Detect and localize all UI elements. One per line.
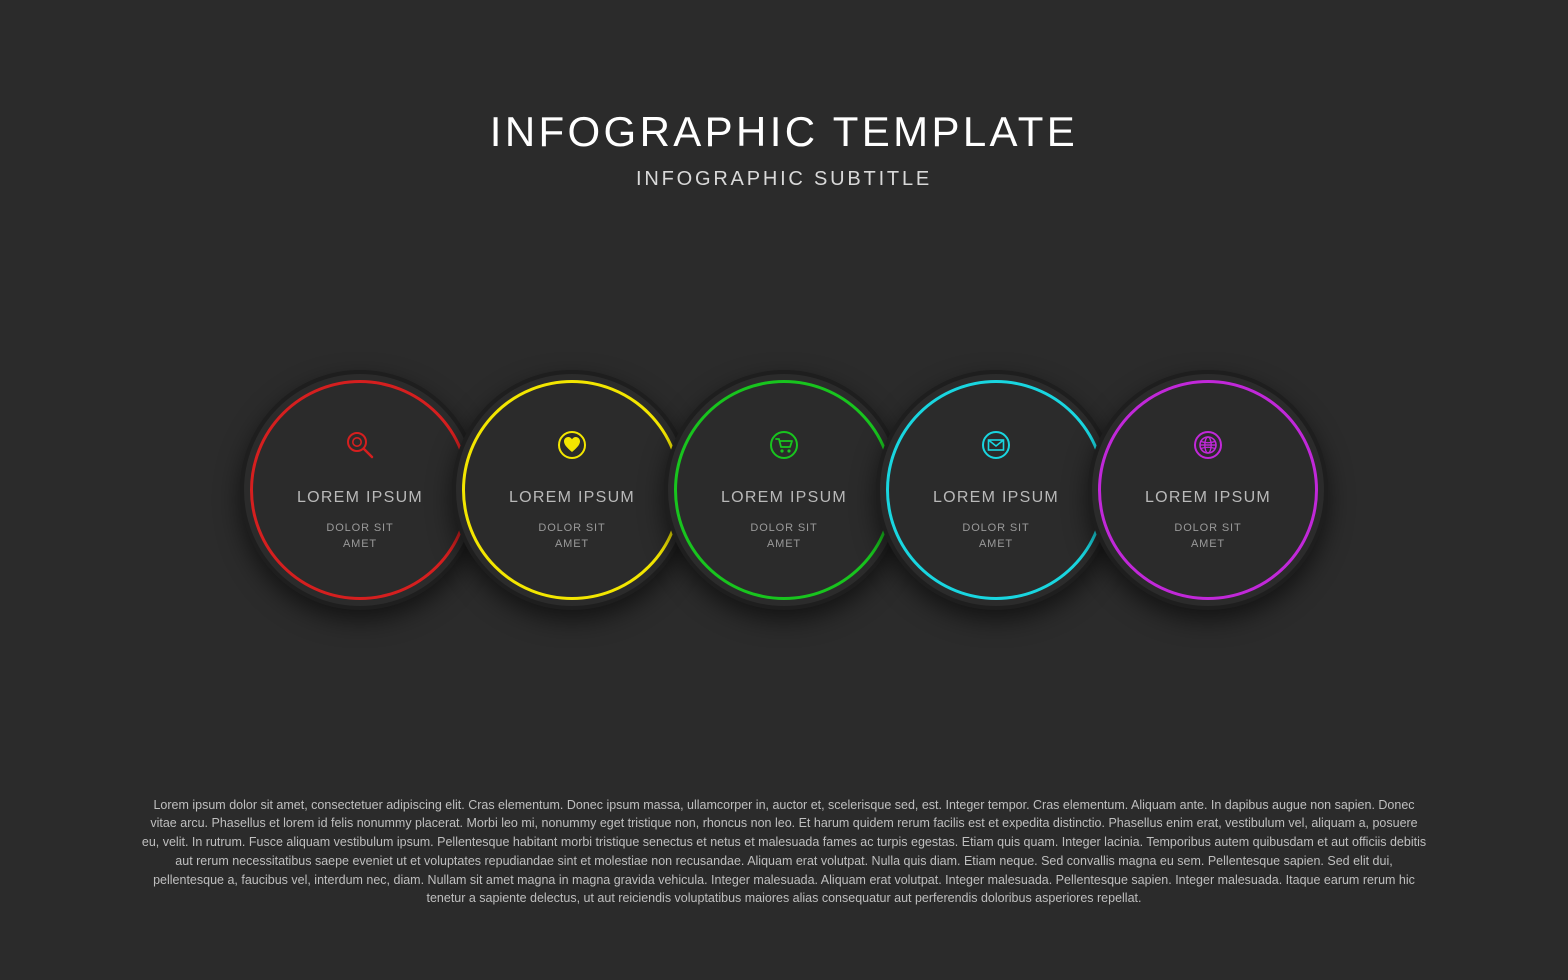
circle-content: LOREM IPSUM DOLOR SITAMET (240, 370, 480, 610)
step-circle: LOREM IPSUM DOLOR SITAMET (1088, 370, 1328, 610)
step-circle: LOREM IPSUM DOLOR SITAMET (664, 370, 904, 610)
step-sublabel: DOLOR SITAMET (1174, 521, 1241, 553)
search-icon (342, 427, 378, 463)
step-label: LOREM IPSUM (509, 489, 635, 507)
circle-content: LOREM IPSUM DOLOR SITAMET (1088, 370, 1328, 610)
mail-icon (978, 427, 1014, 463)
circle-content: LOREM IPSUM DOLOR SITAMET (664, 370, 904, 610)
step-sublabel: DOLOR SITAMET (326, 521, 393, 553)
step-sublabel: DOLOR SITAMET (962, 521, 1029, 553)
header: INFOGRAPHIC TEMPLATE INFOGRAPHIC SUBTITL… (0, 108, 1568, 191)
step-label: LOREM IPSUM (933, 489, 1059, 507)
step-sublabel: DOLOR SITAMET (750, 521, 817, 553)
circle-content: LOREM IPSUM DOLOR SITAMET (452, 370, 692, 610)
step-label: LOREM IPSUM (297, 489, 423, 507)
heart-icon (554, 427, 590, 463)
page-title: INFOGRAPHIC TEMPLATE (0, 108, 1568, 156)
step-circle: LOREM IPSUM DOLOR SITAMET (240, 370, 480, 610)
steps-row: LOREM IPSUM DOLOR SITAMET LOREM IPSUM DOLO… (0, 370, 1568, 610)
step-circle: LOREM IPSUM DOLOR SITAMET (876, 370, 1116, 610)
step-sublabel: DOLOR SITAMET (538, 521, 605, 553)
step-label: LOREM IPSUM (1145, 489, 1271, 507)
cart-icon (766, 427, 802, 463)
page-subtitle: INFOGRAPHIC SUBTITLE (0, 168, 1568, 191)
globe-icon (1190, 427, 1226, 463)
stage: INFOGRAPHIC TEMPLATE INFOGRAPHIC SUBTITL… (0, 0, 1568, 980)
circle-content: LOREM IPSUM DOLOR SITAMET (876, 370, 1116, 610)
step-circle: LOREM IPSUM DOLOR SITAMET (452, 370, 692, 610)
body-paragraph: Lorem ipsum dolor sit amet, consectetuer… (140, 796, 1428, 909)
step-label: LOREM IPSUM (721, 489, 847, 507)
